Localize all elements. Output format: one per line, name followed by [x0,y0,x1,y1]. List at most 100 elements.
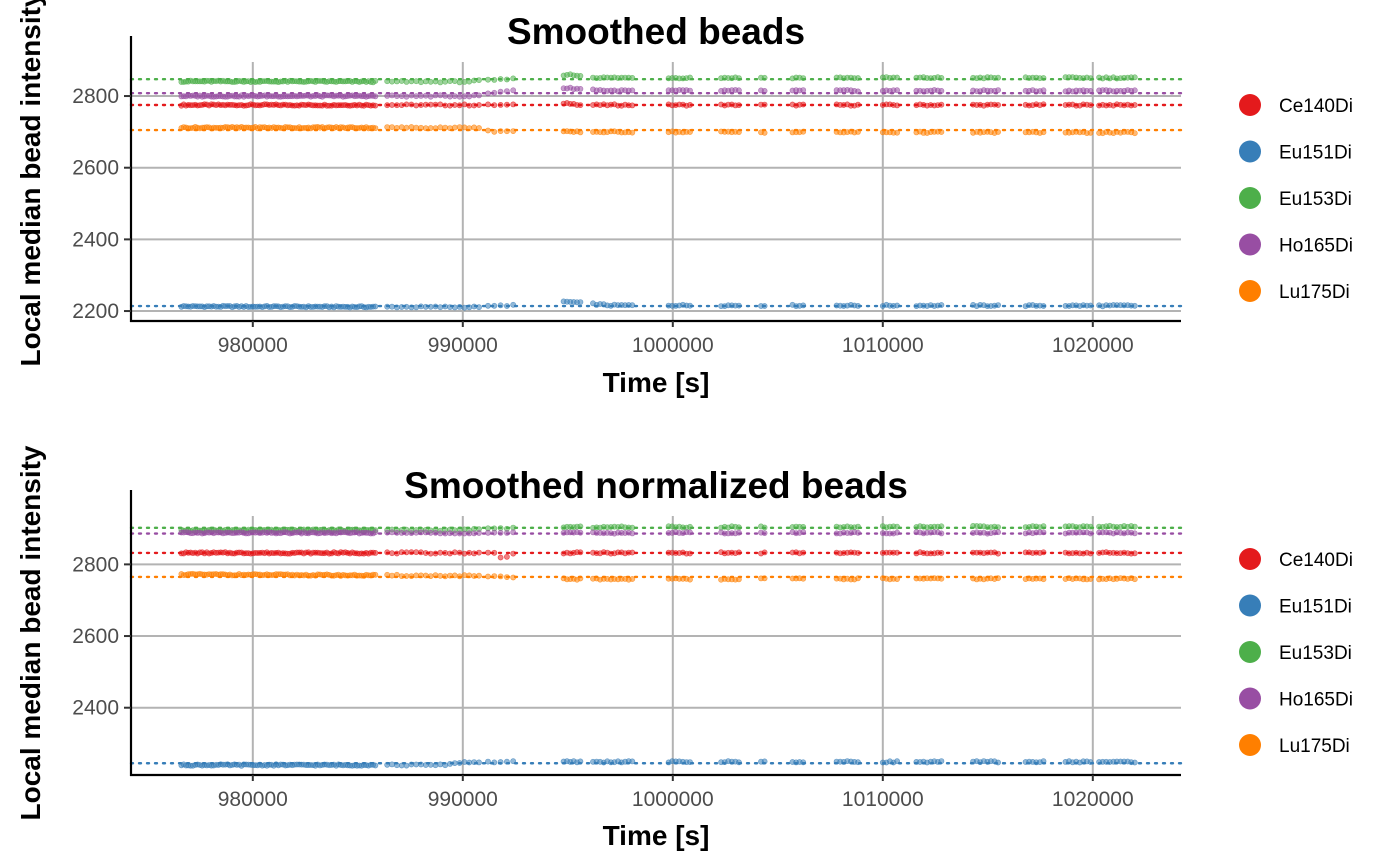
data-point [491,128,498,135]
data-point [800,575,807,582]
data-point [503,574,510,580]
x-axis-title: Time [s] [603,367,710,398]
data-point [491,573,498,579]
data-point [389,303,395,310]
data-point [389,550,395,557]
data-point [393,571,400,578]
data-point [503,101,510,108]
data-point [497,302,504,309]
data-point [418,93,424,99]
data-point [1087,75,1094,81]
data-point [451,78,458,84]
data-point [761,575,768,582]
x-tick-label: 1000000 [632,788,714,811]
data-point [761,758,768,765]
data-point [422,78,429,85]
data-point [393,529,400,536]
data-point [497,88,504,95]
data-point [432,101,439,108]
y-tick-label: 2800 [72,85,119,108]
data-point [855,128,861,135]
legend-label: Ho165Di [1279,236,1353,257]
data-point [800,549,807,556]
data-point [476,125,482,131]
data-point [995,575,1001,582]
data-point [393,304,400,311]
data-point [736,302,742,309]
data-point [408,101,415,108]
data-point [894,549,900,556]
data-point [447,572,453,579]
data-point [1131,130,1138,137]
x-axis-title: Time [s] [603,820,710,851]
series-ho165di [178,529,1138,537]
data-point [437,101,444,108]
legend-key-ho165di [1239,233,1261,256]
y-tick-label: 2800 [72,553,119,576]
legend-label: Ce140Di [1279,550,1353,571]
data-point [442,762,449,769]
data-point [451,530,458,537]
data-point [1087,302,1094,309]
data-point [938,129,945,135]
data-point [471,92,477,99]
data-point [1040,549,1047,556]
data-point [497,554,504,561]
data-point [687,759,693,765]
data-point [938,302,945,308]
data-point [389,529,395,536]
data-point [1131,87,1138,94]
data-point [894,87,900,94]
data-point [629,549,636,556]
data-point [503,88,510,94]
data-point [736,102,742,108]
y-tick-label: 2400 [72,228,119,251]
data-point [471,303,477,310]
data-point [510,529,517,536]
data-point [1040,303,1047,309]
data-point [422,125,429,132]
data-point [1040,523,1047,530]
data-point [422,529,429,536]
data-point [687,102,693,108]
data-point [629,530,636,537]
data-point [800,101,807,108]
data-point [418,761,424,768]
data-point [461,101,468,108]
data-point [510,75,517,82]
data-point [456,303,463,310]
data-point [800,75,807,81]
data-point [503,530,510,536]
data-point [427,303,434,310]
data-point [461,759,468,765]
data-point [427,125,434,131]
data-point [466,125,473,132]
data-point [442,573,449,580]
data-point [372,571,379,578]
data-point [471,550,477,557]
data-point [687,576,693,583]
data-point [393,93,400,99]
data-point [1131,530,1138,537]
data-point [422,572,429,579]
data-point [393,102,400,109]
data-point [577,299,584,305]
data-point [1087,759,1094,765]
data-point [393,550,400,557]
data-point [432,92,439,99]
data-point [413,304,420,311]
data-point [389,78,395,85]
data-point [451,549,458,556]
data-point [485,573,491,580]
data-point [466,102,473,109]
x-tick-label: 1020000 [1052,334,1134,357]
data-point [403,101,410,108]
data-point [761,88,768,94]
legend-label: Lu175Di [1279,282,1350,303]
data-point [894,302,900,309]
data-point [995,529,1001,536]
data-point [422,303,429,310]
data-point [629,576,636,582]
data-point [471,530,477,537]
data-point [466,530,473,537]
